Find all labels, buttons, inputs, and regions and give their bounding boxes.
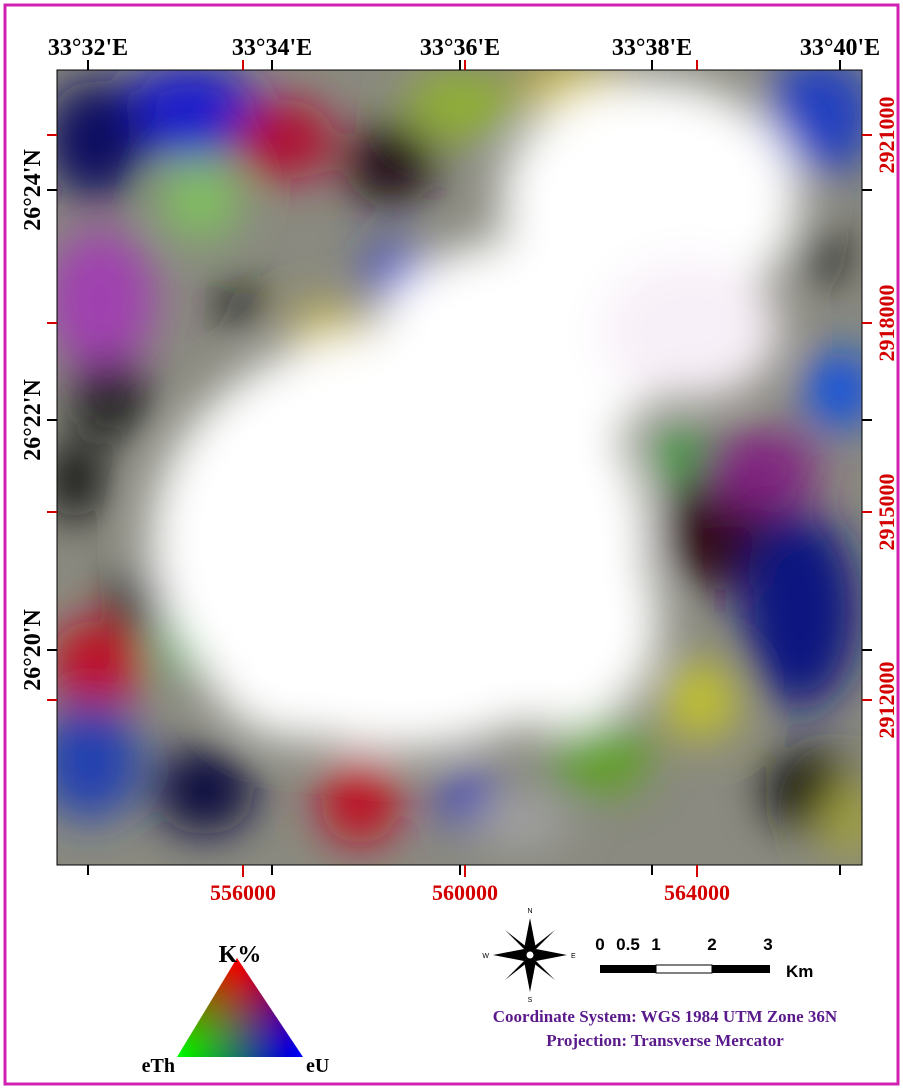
projection: Projection: Transverse Mercator	[546, 1031, 784, 1050]
north-arrow	[493, 918, 567, 992]
raster-blob	[155, 745, 255, 835]
latitude-label: 26°24'N	[20, 149, 46, 231]
compass-label: N	[527, 908, 532, 915]
raster-blob	[660, 660, 740, 740]
easting-label: 564000	[664, 880, 730, 905]
map-image	[40, 55, 880, 865]
raster-blob	[470, 790, 570, 850]
scale-bar	[600, 965, 770, 973]
raster-blob	[795, 230, 845, 280]
raster-blob	[740, 510, 860, 710]
compass-label: W	[482, 953, 489, 960]
compass-label: S	[528, 997, 533, 1004]
scale-label: 3	[763, 935, 772, 954]
northing-label: 2912000	[874, 662, 899, 739]
legend-label: eU	[306, 1055, 329, 1077]
longitude-label: 33°34'E	[232, 35, 312, 61]
longitude-label: 33°38'E	[612, 35, 692, 61]
legend-label: K%	[219, 942, 262, 968]
raster-blob	[320, 755, 400, 845]
raster-blob	[805, 350, 875, 430]
latitude-label: 26°22'N	[20, 379, 46, 461]
legend-label: eTh	[142, 1055, 175, 1077]
longitude-label: 33°40'E	[800, 35, 880, 61]
easting-label: 560000	[432, 880, 498, 905]
raster-blob	[700, 430, 820, 510]
northing-label: 2915000	[874, 474, 899, 551]
raster-blob	[45, 230, 155, 370]
raster-blob	[218, 283, 262, 327]
raster-blob	[190, 500, 410, 740]
scale-label: 0	[595, 935, 604, 954]
raster-blob	[70, 360, 150, 440]
raster-blob	[45, 80, 145, 200]
raster-blob	[460, 510, 660, 730]
northing-label: 2921000	[874, 97, 899, 174]
scale-label: 1	[651, 935, 660, 954]
longitude-label: 33°36'E	[420, 35, 500, 61]
page: 33°32'E 33°34'E 33°36'E 33°38'E 33°40'E 55600…	[0, 0, 903, 1089]
scale-label: 0.5	[616, 935, 640, 954]
easting-label: 556000	[210, 880, 276, 905]
raster-blob	[40, 700, 140, 820]
scale-label: 2	[707, 935, 716, 954]
raster-blob	[600, 260, 780, 400]
latitude-label: 26°20'N	[20, 609, 46, 691]
longitude-label: 33°32'E	[48, 35, 128, 61]
raster-blob	[345, 125, 435, 205]
scale-unit: Km	[786, 962, 813, 981]
raster-blob	[405, 70, 515, 140]
compass-label: E	[571, 953, 576, 960]
raster-blob	[45, 440, 105, 520]
raster-blob	[820, 780, 880, 860]
northing-label: 2918000	[874, 285, 899, 362]
raster-blob	[160, 160, 240, 240]
raster-blob	[50, 620, 140, 710]
raster-blob	[235, 100, 335, 180]
coordinate-system: Coordinate System: WGS 1984 UTM Zone 36N	[493, 1007, 838, 1026]
